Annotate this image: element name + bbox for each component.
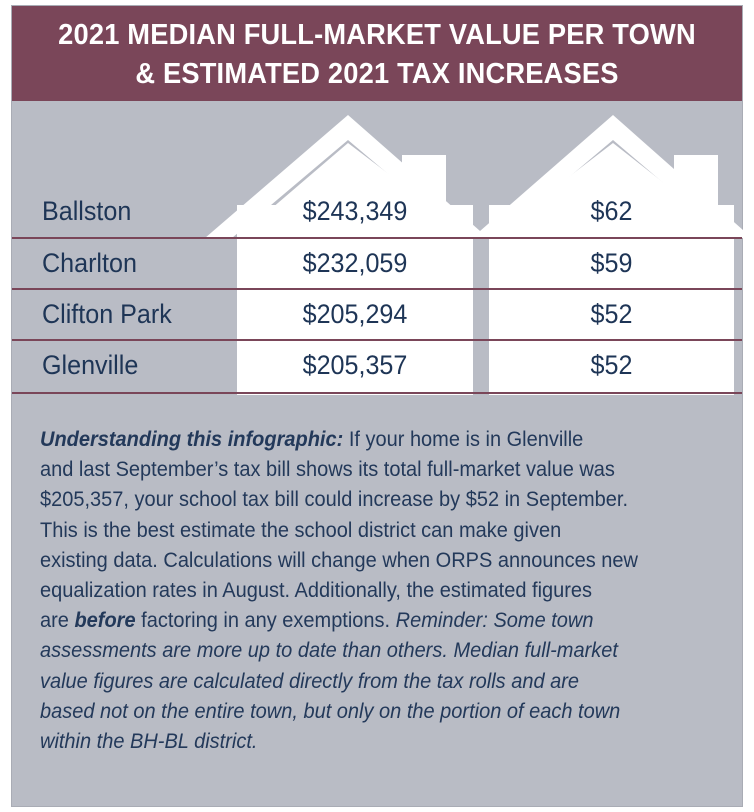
median-value: $232,059 bbox=[302, 248, 408, 278]
tax-increase: $52 bbox=[590, 350, 633, 380]
row-divider bbox=[12, 339, 742, 341]
house-left bbox=[205, 115, 488, 395]
tax-increase: $59 bbox=[590, 248, 633, 278]
row-divider bbox=[12, 392, 742, 394]
town-label: Charlton bbox=[42, 248, 137, 278]
town-label: Ballston bbox=[42, 196, 132, 226]
title-line-1: 2021 MEDIAN FULL-MARKET VALUE PER TOWN bbox=[58, 19, 696, 51]
row-divider bbox=[12, 288, 742, 290]
house-body-left bbox=[237, 205, 473, 395]
town-label: Clifton Park bbox=[42, 299, 172, 329]
house-right bbox=[472, 115, 752, 395]
town-label: Glenville bbox=[42, 350, 139, 380]
house-body-right bbox=[489, 205, 734, 395]
reminder-text: Reminder: Some town bbox=[395, 608, 594, 633]
median-value: $243,349 bbox=[302, 196, 408, 226]
title-line-2: & ESTIMATED 2021 TAX INCREASES bbox=[135, 58, 619, 90]
median-value: $205,294 bbox=[302, 299, 408, 329]
title-banner: 2021 MEDIAN FULL-MARKET VALUE PER TOWN &… bbox=[12, 6, 742, 101]
median-value: $205,357 bbox=[302, 350, 408, 380]
explanation-note: Understanding this infographic: If your … bbox=[40, 427, 638, 754]
note-lead: Understanding this infographic: bbox=[40, 427, 344, 451]
row-divider bbox=[12, 237, 742, 239]
tax-increase: $62 bbox=[590, 196, 633, 226]
tax-increase: $52 bbox=[590, 299, 633, 329]
